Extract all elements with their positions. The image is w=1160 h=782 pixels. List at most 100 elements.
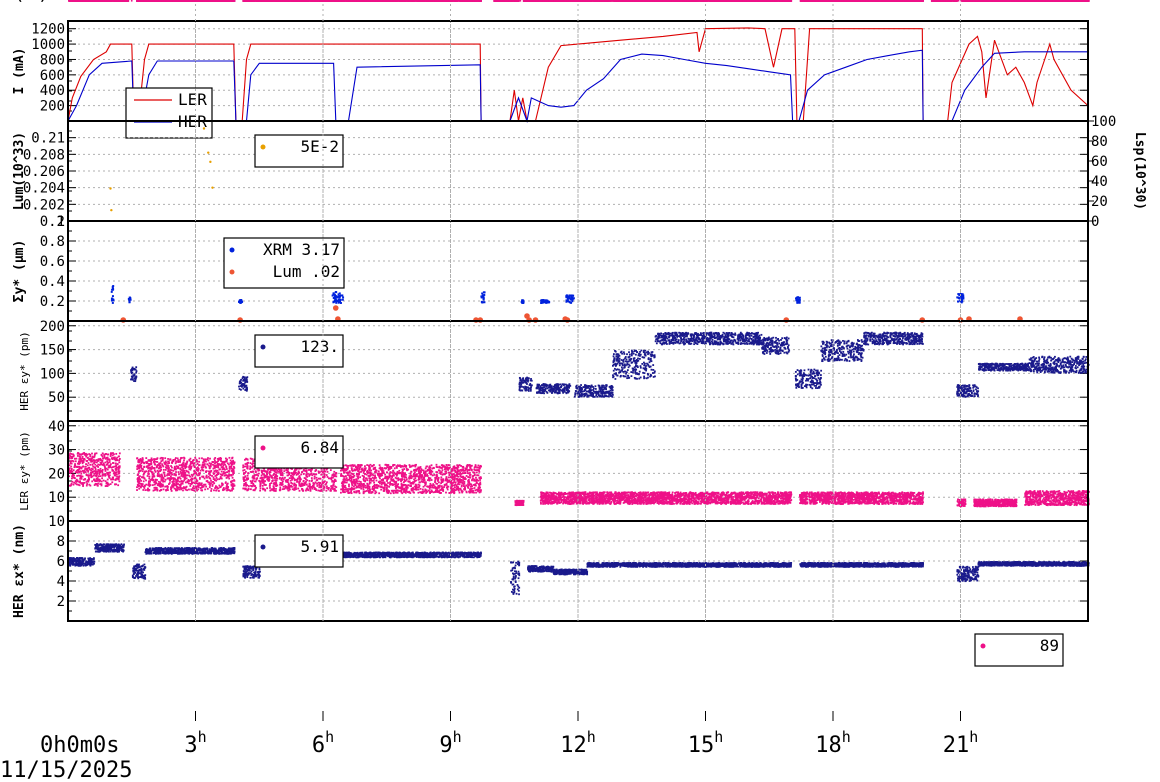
- data-point: [1002, 363, 1005, 366]
- data-point: [612, 364, 614, 367]
- data-point: [769, 353, 772, 355]
- data-point: [521, 301, 524, 304]
- data-point: [1004, 367, 1007, 370]
- data-point: [223, 474, 226, 477]
- data-point: [99, 483, 102, 485]
- data-point: [69, 469, 71, 472]
- data-point: [76, 483, 78, 486]
- data-point: [145, 470, 148, 473]
- data-point: [649, 359, 652, 362]
- data-point: [644, 352, 646, 354]
- data-point: [710, 332, 712, 335]
- data-point: [901, 333, 904, 335]
- data-point: [623, 366, 626, 369]
- data-point: [635, 368, 638, 371]
- data-point: [68, 454, 71, 456]
- data-point: [748, 334, 751, 337]
- data-point: [714, 331, 717, 334]
- data-point: [201, 457, 203, 460]
- data-point: [766, 337, 769, 340]
- data-point: [135, 366, 138, 369]
- data-point: [113, 474, 116, 477]
- data-point: [830, 343, 833, 346]
- data-point: [726, 333, 729, 336]
- data-point: [853, 356, 855, 359]
- data-point: [79, 466, 82, 469]
- data-point: [842, 347, 845, 349]
- data-point: [906, 335, 909, 338]
- data-point: [140, 467, 143, 470]
- data-point: [82, 465, 85, 468]
- data-point: [587, 394, 590, 397]
- data-point: [118, 458, 121, 460]
- data-point: [85, 468, 88, 470]
- data-point: [838, 342, 840, 344]
- data-point: [224, 471, 227, 474]
- data-point: [764, 346, 767, 349]
- data-point: [170, 472, 173, 474]
- data-point: [549, 388, 552, 391]
- data-point: [993, 366, 996, 369]
- data-point: [618, 362, 621, 365]
- data-point: [957, 386, 960, 389]
- data-point: [240, 388, 242, 391]
- data-point: [886, 341, 889, 344]
- data-point: [588, 385, 591, 388]
- data-point: [213, 472, 216, 475]
- data-point: [635, 372, 638, 374]
- data-point: [653, 370, 656, 373]
- data-point: [88, 458, 91, 460]
- data-point: [724, 340, 727, 343]
- data-point: [1056, 364, 1058, 367]
- data-point: [71, 480, 74, 483]
- data-point: [979, 365, 982, 367]
- data-point: [664, 338, 667, 341]
- data-point: [615, 358, 618, 360]
- data-point: [1078, 364, 1080, 367]
- data-point: [981, 363, 984, 366]
- data-point: [1017, 364, 1020, 367]
- data-point: [817, 372, 820, 374]
- data-point: [1020, 366, 1023, 369]
- data-point: [590, 384, 593, 387]
- data-point: [810, 379, 813, 382]
- data-point: [557, 392, 560, 395]
- data-point: [747, 332, 749, 335]
- data-point: [1026, 365, 1029, 368]
- data-point: [833, 353, 836, 356]
- data-point: [968, 387, 971, 390]
- data-point: [1036, 371, 1039, 374]
- data-point: [87, 462, 90, 464]
- data-point: [987, 363, 990, 365]
- data-point: [161, 485, 164, 488]
- data-point: [692, 339, 695, 341]
- data-point: [193, 482, 196, 485]
- data-point: [799, 374, 801, 377]
- data-point: [833, 348, 835, 351]
- data-point: [1044, 361, 1047, 364]
- data-point: [781, 337, 784, 340]
- data-point: [105, 457, 107, 460]
- data-point: [1026, 364, 1028, 367]
- data-point: [662, 334, 665, 336]
- data-point: [814, 387, 817, 389]
- data-point: [106, 471, 109, 474]
- data-point: [1072, 364, 1075, 367]
- data-point: [623, 353, 626, 355]
- data-point: [762, 346, 765, 349]
- data-point: [130, 378, 133, 381]
- data-point: [480, 295, 483, 298]
- data-point: [614, 367, 616, 370]
- data-point: [523, 380, 526, 383]
- data-point: [1066, 356, 1069, 359]
- data-point: [653, 355, 656, 358]
- data-point: [520, 389, 523, 392]
- data-point: [725, 332, 728, 334]
- data-point: [1053, 363, 1056, 366]
- data-point: [833, 351, 836, 354]
- data-point: [205, 474, 208, 477]
- data-point: [114, 459, 117, 462]
- data-point: [238, 388, 241, 390]
- data-point: [583, 390, 586, 392]
- data-point: [140, 482, 143, 485]
